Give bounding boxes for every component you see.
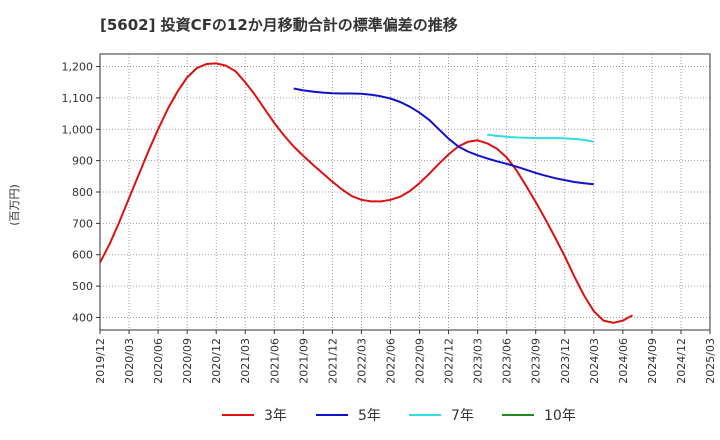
y-tick-label: 900	[72, 155, 93, 168]
x-tick-label: 2021/09	[297, 338, 310, 384]
series-line-2	[293, 87, 594, 186]
x-tick-label: 2023/03	[472, 338, 485, 384]
legend-label-2: 5年	[358, 408, 381, 424]
x-tick-label: 2023/12	[559, 338, 572, 384]
series-line-1	[99, 62, 633, 324]
series-line-3	[487, 133, 594, 143]
legend-label-4: 10年	[544, 408, 576, 424]
chart-title: [5602] 投資CFの12か月移動合計の標準偏差の推移	[100, 16, 458, 34]
x-tick-label: 2020/03	[123, 338, 136, 384]
y-tick-label: 1,100	[62, 92, 94, 105]
x-tick-label: 2021/03	[239, 338, 252, 384]
legend: 3年 5年 7年 10年	[222, 408, 576, 424]
y-tick-label: 1,000	[62, 123, 94, 136]
grid	[99, 54, 711, 330]
x-axis: 2019/12 2020/03 2020/06 2020/09 2020/12 2021/…	[94, 330, 717, 384]
x-tick-label: 2020/12	[210, 338, 223, 384]
x-tick-label: 2022/06	[384, 338, 397, 384]
x-tick-label: 2020/06	[152, 338, 165, 384]
x-tick-label: 2022/12	[443, 338, 456, 384]
y-axis: 400 500 600 700 800 900 1,000 1,100 1,200	[62, 61, 100, 324]
x-tick-label: 2021/12	[326, 338, 339, 384]
series-group	[99, 62, 633, 324]
x-tick-label: 2021/06	[268, 338, 281, 384]
x-tick-label: 2025/03	[704, 338, 717, 384]
y-tick-label: 500	[72, 280, 93, 293]
y-tick-label: 600	[72, 249, 93, 262]
y-tick-label: 400	[72, 311, 93, 324]
x-tick-label: 2020/09	[181, 338, 194, 384]
x-tick-label: 2024/06	[617, 338, 630, 384]
x-tick-label: 2023/06	[501, 338, 514, 384]
plot-frame	[99, 53, 711, 331]
x-tick-label: 2022/03	[355, 338, 368, 384]
x-tick-label: 2019/12	[94, 338, 107, 384]
y-tick-label: 1,200	[62, 61, 94, 74]
x-tick-label: 2024/12	[675, 338, 688, 384]
legend-label-1: 3年	[264, 408, 287, 424]
x-tick-label: 2024/03	[588, 338, 601, 384]
x-tick-label: 2022/09	[414, 338, 427, 384]
x-tick-label: 2023/09	[530, 338, 543, 384]
y-axis-label: (百万円)	[8, 184, 21, 226]
x-tick-label: 2024/09	[646, 338, 659, 384]
y-tick-label: 800	[72, 186, 93, 199]
legend-label-3: 7年	[451, 408, 474, 424]
y-tick-label: 700	[72, 217, 93, 230]
